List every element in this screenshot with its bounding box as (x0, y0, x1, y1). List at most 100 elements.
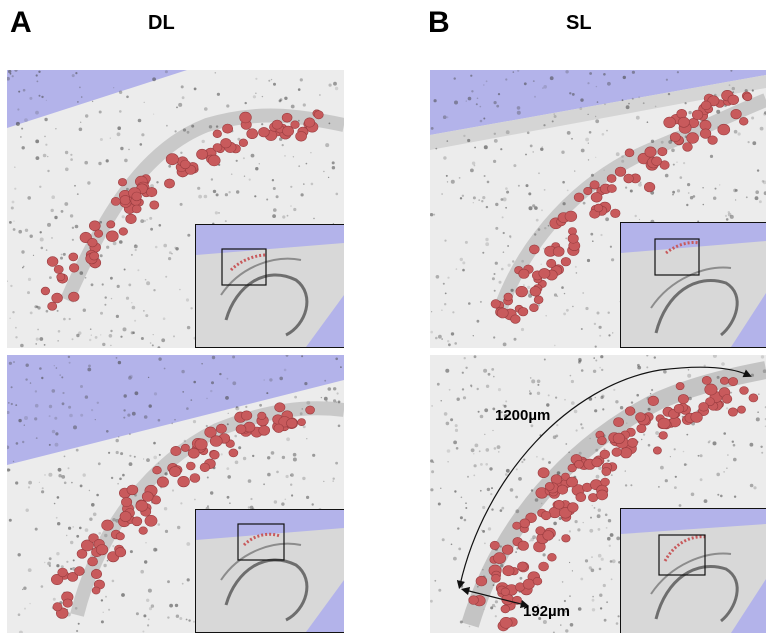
cell-marker (196, 148, 208, 160)
image-dl-top (7, 70, 344, 348)
cell-marker (222, 123, 233, 134)
cell-marker (620, 447, 633, 459)
cell-marker (106, 220, 116, 229)
cell-marker (566, 476, 578, 488)
cell-marker (601, 467, 612, 476)
cell-marker (68, 291, 80, 302)
tissue-render (7, 70, 344, 348)
cell-marker (500, 587, 510, 597)
cell-marker (669, 132, 681, 143)
cell-marker (496, 307, 509, 319)
cell-marker (156, 476, 169, 488)
cell-marker (538, 561, 549, 572)
cell-cluster (490, 89, 753, 324)
cell-marker (95, 544, 109, 556)
cell-marker (126, 484, 139, 496)
cell-marker (56, 273, 66, 282)
cell-marker (717, 123, 731, 136)
cell-marker (297, 418, 306, 426)
cell-marker (209, 450, 220, 460)
cell-marker (529, 286, 542, 297)
image-sl-bottom: 1200µm 192µm (430, 355, 766, 633)
cell-marker (623, 173, 634, 184)
cell-marker (500, 604, 511, 614)
tissue-render (7, 355, 344, 633)
cell-marker (110, 196, 121, 206)
cell-marker (677, 116, 690, 128)
cell-marker (50, 574, 64, 586)
cell-marker (189, 473, 201, 483)
cell-marker (215, 423, 227, 434)
cell-marker (722, 394, 733, 404)
cell-marker (238, 138, 248, 148)
cell-marker (241, 410, 253, 421)
cell-marker (239, 111, 252, 124)
cell-marker (519, 518, 531, 529)
cell-marker (180, 443, 190, 452)
cell-marker (209, 435, 223, 447)
cell-marker (220, 138, 232, 149)
cell-marker (295, 131, 307, 142)
cell-marker (257, 411, 267, 421)
cell-marker (546, 258, 557, 268)
cell-marker (212, 129, 222, 138)
cell-marker (517, 561, 528, 572)
cell-marker (468, 595, 479, 605)
cell-marker (593, 203, 604, 213)
cell-marker (567, 233, 579, 244)
inset-overview (620, 222, 766, 348)
inset-overview (620, 508, 766, 633)
width-label: 192µm (523, 603, 571, 620)
cell-marker (87, 556, 98, 567)
cell-marker (146, 187, 158, 198)
cell-marker (636, 424, 647, 434)
cell-marker (742, 92, 753, 102)
cell-marker (730, 108, 742, 120)
cell-marker (701, 100, 712, 110)
cell-marker (522, 578, 535, 590)
cell-marker (40, 286, 51, 296)
cell-marker (304, 117, 316, 128)
cell-marker (613, 417, 624, 427)
cell-marker (537, 467, 550, 478)
cell-marker (658, 431, 668, 440)
cell-marker (282, 125, 294, 137)
image-sl-top (430, 70, 766, 348)
cell-cluster (50, 402, 315, 619)
cell-marker (141, 491, 154, 502)
cell-marker (561, 534, 571, 543)
cell-marker (246, 128, 258, 140)
cell-marker (281, 112, 293, 123)
cell-marker (663, 116, 676, 129)
cell-marker (67, 571, 79, 582)
cell-marker (475, 575, 488, 587)
cell-marker (728, 377, 738, 387)
cell-marker (491, 574, 501, 583)
cell-marker (553, 499, 565, 510)
cell-marker (533, 295, 544, 305)
cell-marker (583, 187, 593, 196)
cell-marker (131, 516, 143, 527)
cell-marker (118, 178, 128, 187)
cell-marker (704, 383, 718, 396)
cell-marker (186, 461, 196, 471)
cell-marker (573, 192, 585, 203)
cell-marker (101, 519, 114, 531)
condition-label-sl: SL (566, 12, 592, 34)
cell-marker (62, 598, 73, 608)
inset-overview (195, 509, 344, 633)
cell-marker (557, 484, 569, 495)
cell-marker (144, 515, 158, 527)
cell-marker (57, 567, 68, 578)
cell-marker (737, 405, 746, 414)
cell-marker (560, 257, 571, 267)
cell-marker (106, 230, 119, 242)
cell-marker (547, 553, 557, 562)
cell-marker (647, 395, 659, 407)
cell-marker (677, 394, 689, 405)
cell-marker (606, 174, 617, 183)
cell-marker (91, 586, 101, 595)
cell-marker (515, 286, 528, 298)
cell-marker (599, 449, 611, 460)
cell-marker (517, 540, 529, 551)
